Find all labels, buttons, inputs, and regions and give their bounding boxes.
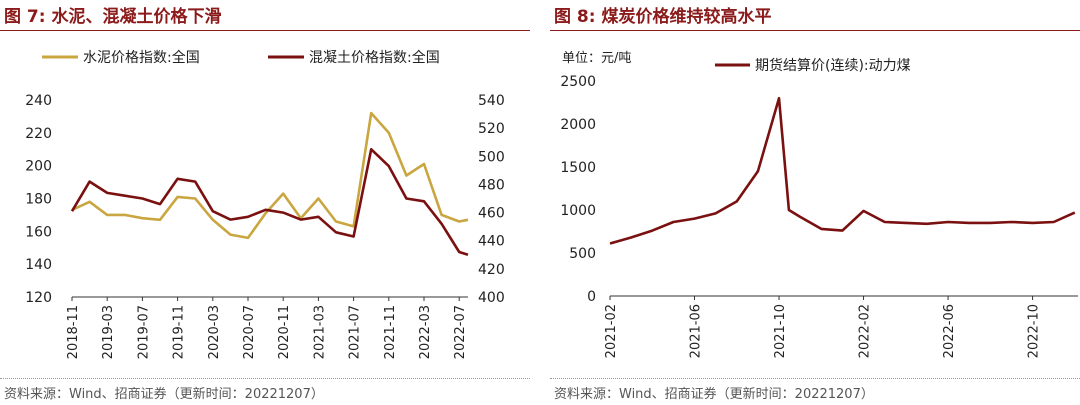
x-tick-label: 2022-03 [418,305,433,359]
legend-label-1: 水泥价格指数:全国 [83,49,200,66]
x-tick-label: 2019-03 [101,305,116,359]
legend-label-1: 期货结算价(连续):动力煤 [755,57,911,74]
x-tick-label: 2022-10 [1027,304,1042,358]
figure-8-source: 资料来源：Wind、招商证券（更新时间：20221207） [554,387,874,402]
y-right-tick-label: 500 [478,149,505,165]
figure-8-title: 图 8: 煤炭价格维持较高水平 [554,2,771,27]
y-left-tick-label: 120 [25,290,52,306]
y-left-tick-label: 220 [25,126,52,142]
figure-7-source-rule [0,378,530,379]
x-tick-label: 2021-02 [604,304,619,358]
figure-7-chart: 120 140 160 180 200 220 240 400 420 440 460 480 500 5… [25,49,505,359]
x-tick-label: 2018-11 [66,305,81,359]
y-tick-label: 500 [569,246,596,262]
figure-7-title-text: 水泥、混凝土价格下滑 [51,7,222,27]
x-tick-label: 2021-10 [773,304,788,358]
figure-7-source: 资料来源：Wind、招商证券（更新时间：20221207） [4,387,324,402]
x-tick-label: 2021-06 [689,304,704,358]
x-tick-label: 2020-07 [242,305,257,359]
y-right-tick-label: 540 [478,93,505,109]
x-tick-label: 2022-06 [942,304,957,358]
figure-7-label: 图 7: [4,7,46,27]
figure-7-panel: 图 7: 水泥、混凝土价格下滑 120 140 160 180 200 220 240 400… [0,0,530,405]
y-tick-label: 0 [587,289,596,305]
x-tick-label: 2020-11 [277,305,292,359]
y-left-tick-label: 200 [25,159,52,175]
y-right-tick-label: 520 [478,121,505,137]
legend-label-2: 混凝土价格指数:全国 [309,49,440,66]
y-tick-label: 1500 [560,160,596,176]
x-tick-label: 2021-07 [348,305,363,359]
y-tick-label: 2500 [560,74,596,90]
y-tick-label: 2000 [560,117,596,133]
series-line-1 [609,96,1076,245]
x-tick-label: 2019-07 [136,305,151,359]
series-line-2 [70,148,469,257]
unit-label: 单位：元/吨 [562,51,631,66]
y-right-tick-label: 400 [478,290,505,306]
x-tick-label: 2022-02 [858,304,873,358]
figure-8-title-rule [550,30,1080,31]
y-right-tick-label: 440 [478,234,505,250]
y-tick-label: 1000 [560,203,596,219]
y-left-tick-label: 140 [25,257,52,273]
x-tick-label: 2021-11 [383,305,398,359]
x-tick-label: 2019-11 [172,305,187,359]
series-line-1 [71,111,469,240]
figure-8-label: 图 8: [554,7,596,27]
x-tick-label: 2021-03 [312,305,327,359]
x-tick-label: 2020-03 [207,305,222,359]
y-left-tick-label: 180 [25,192,52,208]
figure-8-chart: 单位：元/吨 0 500 1000 1500 2000 2500 2021-02 2021-06… [560,51,1078,358]
figure-8-title-text: 煤炭价格维持较高水平 [601,7,772,27]
figure-7-title: 图 7: 水泥、混凝土价格下滑 [4,2,221,27]
y-right-tick-label: 460 [478,206,505,222]
figure-7-title-rule [0,30,530,31]
y-left-tick-label: 240 [25,93,52,109]
x-tick-label: 2022-07 [453,305,468,359]
figure-8-panel: 图 8: 煤炭价格维持较高水平 单位：元/吨 0 500 1000 1500 2000 25… [550,0,1080,405]
y-left-tick-label: 160 [25,224,52,240]
y-right-tick-label: 420 [478,262,505,278]
y-right-tick-label: 480 [478,177,505,193]
figure-8-source-rule [550,378,1080,379]
